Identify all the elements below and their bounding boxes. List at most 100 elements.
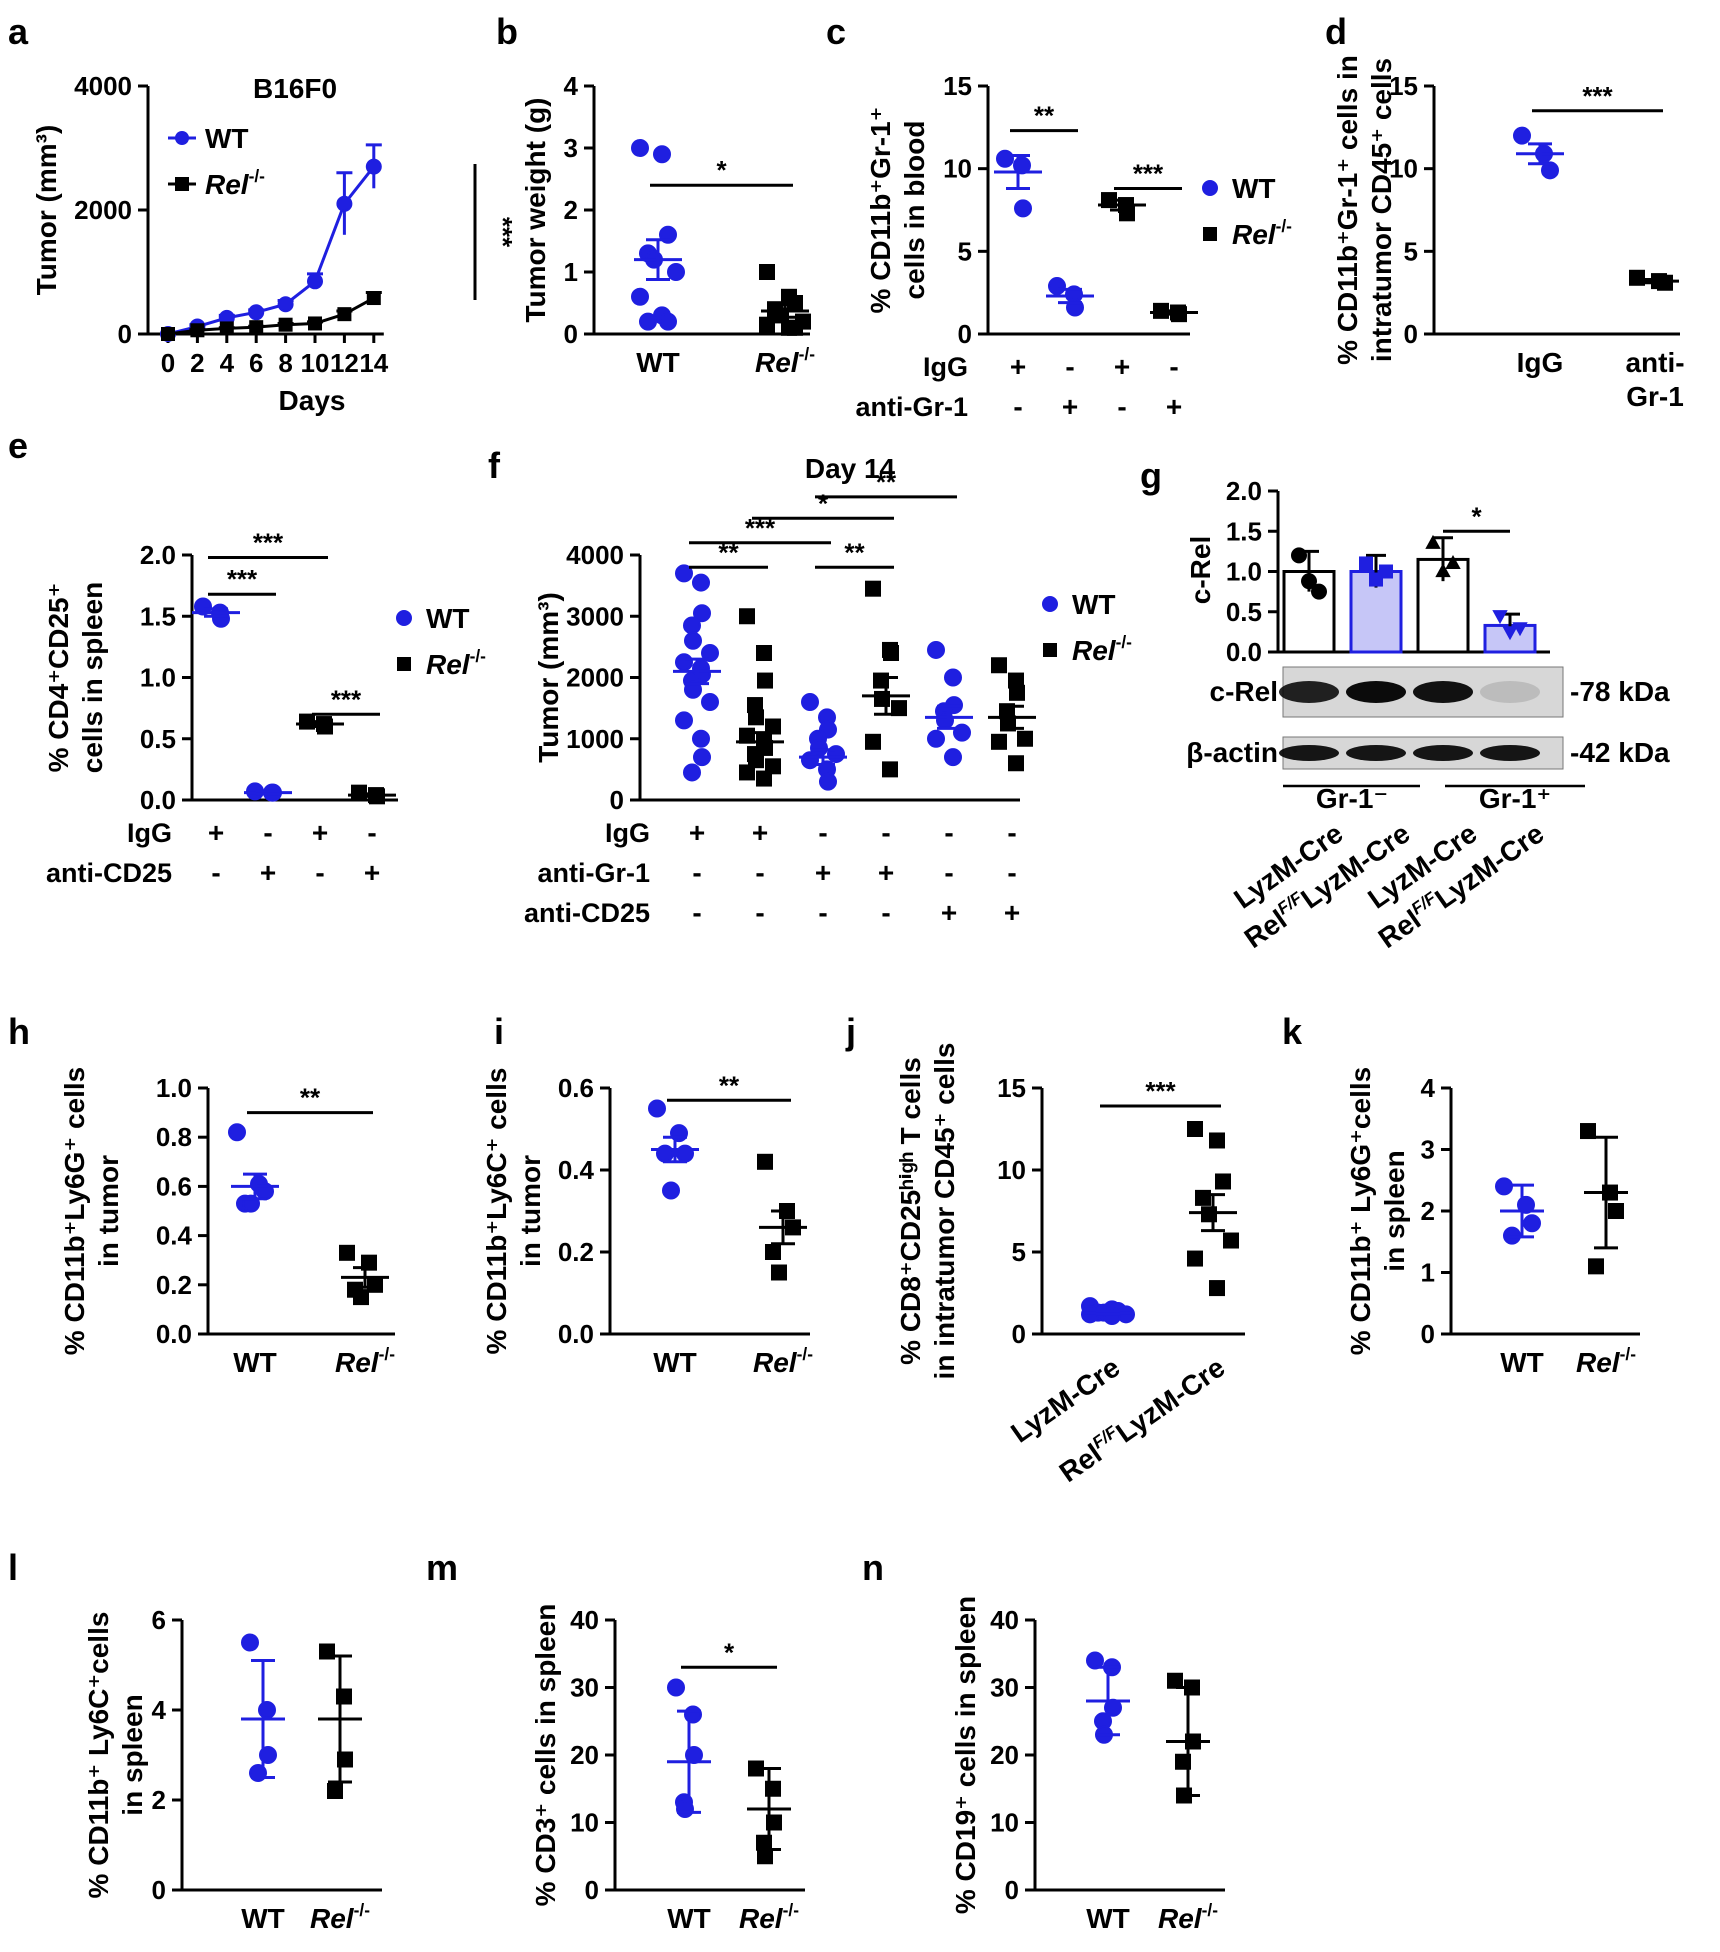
panel-c-row-sign: + (1114, 351, 1130, 382)
panel-k-y-tick-label: 3 (1421, 1135, 1435, 1165)
panel-c-sig-label: *** (1133, 159, 1164, 189)
panel-l-y-tick-label: 2 (152, 1785, 166, 1815)
panel-m-x-label: Rel-/- (739, 1900, 799, 1934)
panel-c-point (1048, 277, 1066, 296)
panel-e-legend-marker (396, 610, 412, 626)
panel-g-blot-band (1480, 745, 1540, 761)
panel-j-point (1195, 1189, 1211, 1206)
panel-a-point (366, 291, 381, 306)
panel-g-blot-size: -78 kDa (1570, 676, 1670, 707)
panel-d-point (1513, 126, 1531, 145)
panel-b-x-label: WT (636, 347, 680, 378)
panel-a-x-tick-label: 12 (330, 348, 359, 378)
panel-h-sig-label: ** (300, 1083, 321, 1113)
panel-b-point (631, 139, 649, 157)
panel-a-y-tick-label: 4000 (74, 71, 132, 101)
panel-f-row-sign: - (944, 857, 953, 888)
panel-m-y-tick-label: 30 (570, 1673, 599, 1703)
panel-a-point (248, 304, 265, 321)
panel-letter-g: g (1140, 455, 1162, 496)
panel-a-sig-label: *** (488, 217, 518, 248)
panel-f-row-sign: - (692, 897, 701, 928)
panel-m-point (757, 1848, 773, 1865)
panel-k-x-label: Rel-/- (1576, 1344, 1636, 1378)
panel-f-row-label: IgG (605, 818, 650, 848)
panel-f-y-tick-label: 2000 (566, 663, 624, 693)
panel-l-point (327, 1783, 343, 1799)
panel-g-point (1425, 534, 1441, 549)
panel-f-point (865, 580, 881, 597)
panel-i-x-label: WT (653, 1347, 697, 1378)
panel-e-y-tick-label: 0.0 (140, 785, 176, 815)
panel-f-point (757, 672, 773, 689)
panel-j-point (1209, 1132, 1225, 1149)
panel-h-point (367, 1276, 383, 1293)
panel-n-x-label: Rel-/- (1158, 1900, 1218, 1934)
panel-b-point (631, 287, 649, 306)
panel-f-point (891, 700, 907, 717)
panel-b-point (787, 295, 803, 311)
panel-g-blot-band (1279, 745, 1339, 761)
panel-j-y-tick-label: 15 (997, 1073, 1026, 1103)
panel-e-row-sign: - (367, 817, 376, 848)
panel-i-y-tick-label: 0.0 (558, 1319, 594, 1349)
panel-e-point (194, 597, 212, 616)
panel-g-blot-band (1413, 681, 1473, 703)
panel-f-y-label: Tumor (mm³) (533, 592, 564, 763)
panel-f-point (991, 657, 1007, 674)
panel-f-point (739, 608, 755, 625)
panel-f-point (693, 604, 711, 623)
panel-g-y-tick-label: 1.5 (1226, 516, 1262, 546)
panel-f-point (675, 653, 693, 672)
panel-e-sig-label: *** (331, 684, 362, 714)
panel-letter-n: n (862, 1547, 884, 1588)
panel-h-x-label: Rel-/- (335, 1344, 395, 1378)
panel-e-row-sign: - (211, 857, 220, 888)
panel-l-point (336, 1688, 352, 1705)
panel-l-x-label: Rel-/- (310, 1900, 370, 1934)
panel-f-point (748, 752, 764, 769)
panel-f-point (692, 573, 710, 592)
panel-n-y-tick-label: 30 (990, 1673, 1019, 1703)
panel-f-row-sign: - (692, 857, 701, 888)
panel-i-point (771, 1264, 787, 1281)
panel-n-point (1167, 1672, 1183, 1689)
panel-g-point (1379, 564, 1393, 579)
panel-f-point (748, 709, 764, 726)
panel-f-y-tick-label: 0 (610, 785, 624, 815)
panel-f-point (874, 690, 890, 707)
panel-b-x-label: Rel-/- (755, 344, 815, 378)
panel-b-sig-label: * (716, 155, 727, 185)
panel-d-y-label: % CD11b⁺Gr-1⁺ cells in (1332, 55, 1363, 365)
panel-a-point (307, 273, 323, 290)
panel-j-sig-label: *** (1145, 1076, 1176, 1106)
panel-m-point (667, 1678, 685, 1697)
panel-b-point (653, 145, 671, 164)
panel-f-row-sign: - (1007, 817, 1016, 848)
panel-d-x-label: anti- (1625, 347, 1684, 378)
panel-i-y-tick-label: 0.6 (558, 1073, 594, 1103)
panel-e-row-label: IgG (127, 818, 172, 848)
panel-m-x-label: WT (667, 1903, 711, 1934)
panel-f-point (936, 711, 954, 730)
panel-f-point (882, 761, 898, 778)
panel-l-y-label: in spleen (117, 1694, 148, 1815)
panel-k-x-label: WT (1500, 1347, 1544, 1378)
panel-e-y-tick-label: 2.0 (140, 540, 176, 570)
panel-f-y-tick-label: 3000 (566, 601, 624, 631)
panel-h-y-label: % CD11b⁺Ly6G⁺ cells (59, 1067, 90, 1355)
panel-f-point (883, 645, 899, 661)
panel-c-point (1014, 199, 1032, 218)
panel-j-point (1187, 1121, 1203, 1137)
panel-f-sig-label: * (818, 488, 829, 518)
panel-d-y-tick-label: 10 (1389, 154, 1418, 184)
panel-b-y-tick-label: 3 (564, 133, 578, 163)
panel-j-point (1209, 1280, 1225, 1297)
panel-a-x-tick-label: 8 (278, 348, 292, 378)
panel-g-point (1435, 563, 1451, 578)
panel-f-point (1008, 672, 1024, 689)
panel-f-point (739, 764, 755, 781)
panel-m-y-tick-label: 40 (570, 1605, 599, 1635)
panel-k-point (1588, 1258, 1604, 1275)
